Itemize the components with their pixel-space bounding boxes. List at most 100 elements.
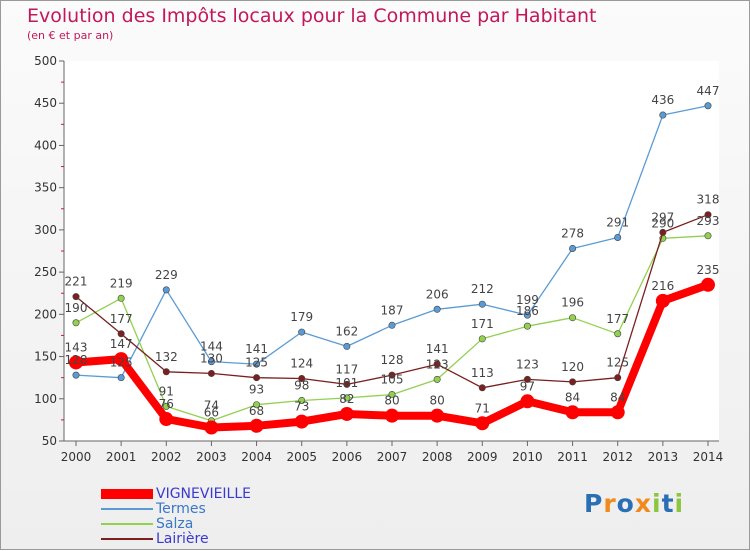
data-point	[388, 371, 396, 379]
data-label: 212	[471, 282, 494, 296]
data-point	[475, 416, 490, 431]
data-label: 80	[384, 394, 399, 408]
y-tick-label: 200	[34, 307, 57, 321]
data-point	[339, 406, 354, 421]
data-label: 84	[565, 390, 580, 404]
data-point	[114, 352, 129, 367]
data-point	[433, 360, 441, 368]
data-point	[569, 314, 577, 322]
x-tick-label: 2002	[151, 450, 182, 464]
data-point	[523, 311, 531, 319]
data-label: 206	[426, 287, 449, 301]
x-tick-label: 2004	[241, 450, 272, 464]
data-label: 80	[430, 394, 445, 408]
proxiti-logo: Proxiti	[584, 489, 685, 518]
data-label: 216	[651, 279, 674, 293]
data-label: 66	[204, 405, 219, 419]
data-label: 436	[651, 93, 674, 107]
data-point	[298, 328, 306, 336]
y-tick-label: 400	[34, 138, 57, 152]
data-point	[207, 358, 215, 366]
data-label: 235	[697, 263, 720, 277]
data-point	[298, 396, 306, 404]
data-label: 68	[249, 404, 264, 418]
data-label: 74	[204, 399, 219, 413]
data-point	[659, 111, 667, 119]
data-label: 128	[381, 353, 404, 367]
data-point	[72, 319, 80, 327]
data-label: 190	[65, 301, 88, 315]
data-label: 113	[471, 366, 494, 380]
data-label: 130	[200, 351, 223, 365]
data-point	[433, 375, 441, 383]
data-label: 147	[110, 337, 133, 351]
data-label: 221	[65, 275, 88, 289]
data-label: 278	[561, 226, 584, 240]
x-tick-label: 2007	[377, 450, 408, 464]
x-tick-label: 2011	[557, 450, 588, 464]
data-point	[614, 330, 622, 338]
data-point	[249, 418, 264, 433]
legend-swatch	[101, 508, 153, 510]
data-label: 291	[606, 215, 629, 229]
data-point	[569, 244, 577, 252]
data-label: 120	[561, 360, 584, 374]
data-point	[388, 391, 396, 399]
x-tick-label: 2014	[693, 450, 724, 464]
data-label: 293	[697, 214, 720, 228]
x-tick-label: 2010	[512, 450, 543, 464]
data-point	[659, 228, 667, 236]
data-point	[159, 412, 174, 427]
data-label: 318	[697, 193, 720, 207]
data-label: 82	[339, 392, 354, 406]
x-tick-label: 2008	[422, 450, 453, 464]
legend-swatch	[101, 538, 153, 540]
data-point	[253, 401, 261, 409]
data-label: 125	[110, 356, 133, 370]
data-label: 199	[516, 293, 539, 307]
data-label: 128	[65, 353, 88, 367]
data-point	[298, 375, 306, 383]
data-label: 141	[245, 342, 268, 356]
data-point	[655, 293, 670, 308]
data-label: 101	[335, 376, 358, 390]
legend-swatch	[101, 489, 153, 499]
data-point	[253, 360, 261, 368]
data-label: 125	[606, 356, 629, 370]
data-label: 187	[381, 303, 404, 317]
x-tick-label: 2006	[332, 450, 363, 464]
data-label: 123	[516, 357, 539, 371]
chart-title: Evolution des Impôts locaux pour la Comm…	[27, 5, 597, 27]
data-label: 125	[245, 356, 268, 370]
data-point	[523, 322, 531, 330]
data-label: 73	[294, 400, 309, 414]
data-point	[343, 394, 351, 402]
x-tick-label: 2000	[61, 450, 92, 464]
data-point	[162, 368, 170, 376]
data-point	[704, 232, 712, 240]
data-label: 141	[426, 342, 449, 356]
data-label: 229	[155, 268, 178, 282]
legend-label: VIGNEVIEILLE	[156, 486, 251, 502]
data-label: 177	[606, 312, 629, 326]
x-tick-label: 2003	[196, 450, 227, 464]
data-label: 98	[294, 378, 309, 392]
data-label: 93	[249, 383, 264, 397]
data-point	[610, 405, 625, 420]
data-point	[520, 394, 535, 409]
data-label: 186	[516, 304, 539, 318]
y-tick-label: 100	[34, 392, 57, 406]
x-tick-label: 2012	[602, 450, 633, 464]
data-label: 124	[290, 357, 313, 371]
x-tick-label: 2005	[286, 450, 317, 464]
data-label: 84	[610, 390, 625, 404]
data-point	[523, 375, 531, 383]
x-tick-label: 2013	[648, 450, 679, 464]
data-label: 447	[697, 84, 720, 98]
data-point	[478, 384, 486, 392]
data-point	[117, 374, 125, 382]
data-point	[253, 374, 261, 382]
data-point	[343, 342, 351, 350]
data-point	[388, 321, 396, 329]
